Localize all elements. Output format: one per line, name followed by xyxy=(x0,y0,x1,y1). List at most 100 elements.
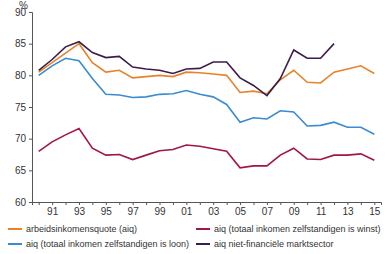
x-tick-mark xyxy=(374,202,375,205)
legend-label: aiq niet-financiële marktsector xyxy=(214,239,334,249)
series-line xyxy=(39,42,334,96)
x-tick-mark xyxy=(119,202,120,205)
x-tick-mark xyxy=(294,202,295,205)
y-tick-label: 60 xyxy=(15,197,27,208)
y-axis-line xyxy=(29,13,33,203)
y-tick-mark xyxy=(29,12,32,13)
x-tick-mark xyxy=(92,202,93,205)
x-tick-label: 03 xyxy=(208,206,220,217)
x-tick xyxy=(361,202,362,205)
y-tick-mark xyxy=(29,44,32,45)
x-tick-mark xyxy=(307,202,308,205)
x-tick-mark xyxy=(200,202,201,205)
x-tick: 05 xyxy=(235,202,247,217)
x-tick: 11 xyxy=(316,202,327,217)
x-tick: 13 xyxy=(342,202,354,217)
x-tick-mark xyxy=(321,202,322,205)
legend-label: aiq (totaal inkomen zelfstandigen is win… xyxy=(214,224,381,234)
x-tick-label: 01 xyxy=(181,206,193,217)
x-tick-label: 13 xyxy=(342,206,354,217)
x-tick-label: 05 xyxy=(235,206,247,217)
x-tick: 91 xyxy=(47,202,59,217)
x-tick-mark xyxy=(133,202,134,205)
legend-swatch xyxy=(196,228,210,230)
x-tick xyxy=(307,202,308,205)
legend-item: aiq (totaal inkomen zelfstandigen is loo… xyxy=(8,239,189,249)
x-tick: 97 xyxy=(128,202,140,217)
x-tick: 03 xyxy=(208,202,220,217)
x-tick-mark xyxy=(213,202,214,205)
x-tick: 07 xyxy=(262,202,274,217)
x-tick-mark xyxy=(66,202,67,205)
legend-item: arbeidsinkomensquote (aiq) xyxy=(8,224,137,234)
x-tick-mark xyxy=(240,202,241,205)
x-tick-mark xyxy=(347,202,348,205)
y-tick-label: 70 xyxy=(15,133,27,144)
chart-svg: 6065707580859091939597990103050709111315… xyxy=(0,0,387,254)
series-line xyxy=(39,129,375,168)
x-tick-mark xyxy=(52,202,53,205)
y-tick-label: 65 xyxy=(15,165,27,176)
chart-container: 6065707580859091939597990103050709111315… xyxy=(0,0,387,254)
x-tick-mark xyxy=(361,202,362,205)
x-tick-label: 15 xyxy=(369,206,381,217)
x-tick: 09 xyxy=(289,202,301,217)
y-tick-label: 75 xyxy=(15,102,27,113)
x-tick: 95 xyxy=(101,202,113,217)
x-tick-mark xyxy=(267,202,268,205)
x-tick xyxy=(146,202,147,205)
x-tick-mark xyxy=(334,202,335,205)
x-tick xyxy=(173,202,174,205)
x-tick-mark xyxy=(160,202,161,205)
legend-item: aiq (totaal inkomen zelfstandigen is win… xyxy=(196,224,381,234)
legend-label: arbeidsinkomensquote (aiq) xyxy=(26,224,137,234)
x-tick xyxy=(92,202,93,205)
y-tick-mark xyxy=(29,170,32,171)
x-tick: 15 xyxy=(369,202,381,217)
y-tick-label: 80 xyxy=(15,70,27,81)
y-tick-mark xyxy=(29,107,32,108)
x-tick: 93 xyxy=(74,202,86,217)
x-tick-mark xyxy=(280,202,281,205)
y-tick-mark xyxy=(29,139,32,140)
x-tick xyxy=(119,202,120,205)
x-tick xyxy=(66,202,67,205)
y-tick: 60 xyxy=(15,197,32,208)
x-tick xyxy=(334,202,335,205)
x-tick xyxy=(39,202,40,205)
x-tick-label: 99 xyxy=(154,206,166,217)
x-tick-mark xyxy=(79,202,80,205)
plot: 6065707580859091939597990103050709111315… xyxy=(15,0,382,217)
x-tick xyxy=(200,202,201,205)
x-tick-label: 07 xyxy=(262,206,274,217)
y-tick-mark xyxy=(29,202,32,203)
x-tick: 01 xyxy=(181,202,193,217)
x-tick-mark xyxy=(173,202,174,205)
series-line xyxy=(39,44,375,94)
y-tick: 70 xyxy=(15,133,32,144)
y-tick: 80 xyxy=(15,70,32,81)
x-tick-label: 91 xyxy=(47,206,59,217)
y-tick: 85 xyxy=(15,38,32,49)
x-tick-mark xyxy=(186,202,187,205)
x-tick-label: 11 xyxy=(316,206,327,217)
x-axis-line xyxy=(33,203,382,206)
y-tick-mark xyxy=(29,75,32,76)
x-tick xyxy=(280,202,281,205)
legend-item: aiq niet-financiële marktsector xyxy=(196,239,334,249)
series-line xyxy=(39,58,375,134)
legend-label: aiq (totaal inkomen zelfstandigen is loo… xyxy=(26,239,189,249)
y-axis: 60657075808590 xyxy=(15,7,33,208)
legend-swatch xyxy=(8,228,22,230)
legend: arbeidsinkomensquote (aiq) aiq (totaal in… xyxy=(8,224,381,249)
x-tick-mark xyxy=(253,202,254,205)
legend-swatch xyxy=(8,243,22,245)
y-tick-label: 85 xyxy=(15,38,27,49)
x-tick-label: 93 xyxy=(74,206,86,217)
y-tick: 75 xyxy=(15,102,32,113)
x-tick-label: 97 xyxy=(128,206,140,217)
x-tick-mark xyxy=(106,202,107,205)
x-tick-label: 09 xyxy=(289,206,301,217)
x-tick-mark xyxy=(227,202,228,205)
x-tick-mark xyxy=(146,202,147,205)
